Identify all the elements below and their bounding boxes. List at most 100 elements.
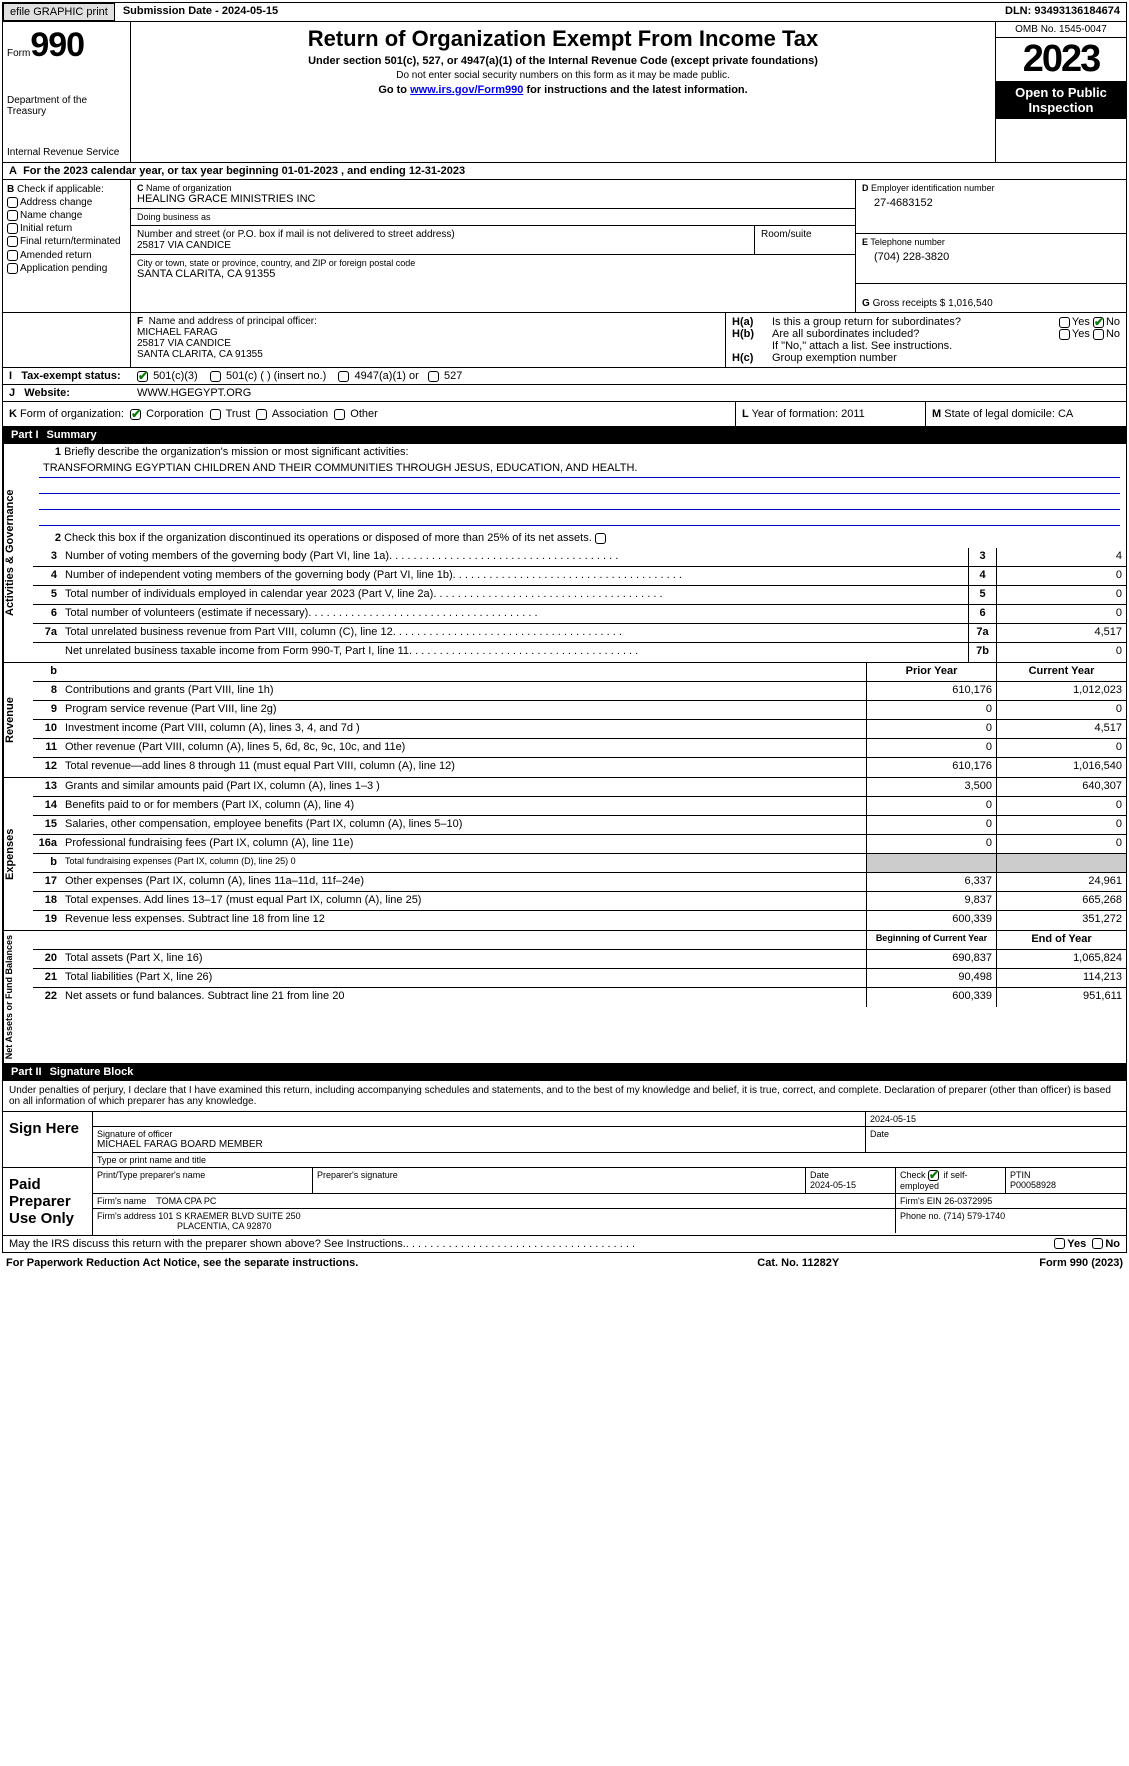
org-name-cell: C Name of organization HEALING GRACE MIN… [131, 180, 855, 209]
initial-return-checkbox[interactable] [7, 223, 18, 234]
prep-date: 2024-05-15 [810, 1180, 856, 1190]
527-checkbox[interactable] [428, 371, 439, 382]
letter-j: J [9, 387, 15, 399]
letter-d: D [862, 183, 869, 193]
letter-k: K [9, 408, 17, 420]
trust-checkbox[interactable] [210, 409, 221, 420]
name-change-checkbox[interactable] [7, 210, 18, 221]
website-label: Website: [24, 387, 70, 399]
dba-cell: Doing business as [131, 209, 855, 226]
ha-yes: Yes [1072, 316, 1090, 328]
paid-preparer-block: Paid Preparer Use Only Print/Type prepar… [3, 1167, 1126, 1235]
4947-checkbox[interactable] [338, 371, 349, 382]
rev-line-12: 12Total revenue—add lines 8 through 11 (… [33, 758, 1126, 777]
mission-text: TRANSFORMING EGYPTIAN CHILDREN AND THEIR… [39, 462, 1120, 478]
501c-checkbox[interactable] [210, 371, 221, 382]
officer-cell: F Name and address of principal officer:… [131, 313, 726, 367]
other-checkbox[interactable] [334, 409, 345, 420]
exp-line-15: 15Salaries, other compensation, employee… [33, 816, 1126, 835]
inspection-badge: Open to Public Inspection [996, 81, 1126, 119]
gov-line-7b: Net unrelated business taxable income fr… [33, 643, 1126, 662]
trust-label: Trust [226, 408, 251, 420]
application-pending-label: Application pending [20, 263, 107, 274]
subtitle-2: Do not enter social security numbers on … [135, 70, 991, 81]
h-block: H(a) Is this a group return for subordin… [726, 313, 1126, 367]
letter-i: I [9, 370, 12, 382]
final-return-label: Final return/terminated [20, 237, 121, 248]
self-employed-checkbox[interactable] [928, 1170, 939, 1181]
corporation-checkbox[interactable] [130, 409, 141, 420]
row-klm: K Form of organization: Corporation Trus… [3, 401, 1126, 426]
link-pre: Go to [378, 84, 410, 96]
dba-label: Doing business as [137, 212, 849, 222]
exp-line-b: bTotal fundraising expenses (Part IX, co… [33, 854, 1126, 873]
domicile-value: CA [1058, 408, 1073, 420]
f-h-row: F Name and address of principal officer:… [3, 312, 1126, 367]
part2-number: Part II [11, 1066, 50, 1078]
ha-no-checkbox[interactable] [1093, 317, 1104, 328]
final-return-checkbox[interactable] [7, 236, 18, 247]
instructions-link[interactable]: www.irs.gov/Form990 [410, 84, 523, 96]
part-2-header: Part II Signature Block [3, 1063, 1126, 1080]
row-a-tax-year: A For the 2023 calendar year, or tax yea… [3, 162, 1126, 179]
signature-officer-label: Signature of officer [97, 1129, 172, 1139]
dln: DLN: 93493136184674 [999, 3, 1126, 21]
discuss-no-checkbox[interactable] [1092, 1238, 1103, 1249]
501c3-label: 501(c)(3) [153, 370, 198, 382]
exp-line-16a: 16aProfessional fundraising fees (Part I… [33, 835, 1126, 854]
officer-signature: MICHAEL FARAG BOARD MEMBER [97, 1139, 263, 1150]
letter-c: C [137, 183, 144, 193]
tax-year-text: For the 2023 calendar year, or tax year … [23, 165, 465, 177]
application-pending-checkbox[interactable] [7, 263, 18, 274]
tax-status-label: Tax-exempt status: [21, 370, 120, 382]
summary-net-assets: Net Assets or Fund Balances Beginning of… [3, 930, 1126, 1063]
firm-addr-label: Firm's address [97, 1211, 156, 1221]
hb-yes-checkbox[interactable] [1059, 329, 1070, 340]
efile-print-button[interactable]: efile GRAPHIC print [3, 3, 115, 21]
phone-cell: E Telephone number (704) 228-3820 [856, 234, 1126, 284]
discuss-yes-checkbox[interactable] [1054, 1238, 1065, 1249]
link-post: for instructions and the latest informat… [523, 84, 747, 96]
ha-yes-checkbox[interactable] [1059, 317, 1070, 328]
hb-text: Are all subordinates included? [772, 328, 1059, 340]
sidebar-net: Net Assets or Fund Balances [3, 931, 33, 1063]
association-checkbox[interactable] [256, 409, 267, 420]
room-label: Room/suite [761, 229, 849, 240]
summary-revenue: Revenue b Prior Year Current Year 8Contr… [3, 662, 1126, 777]
city-value: SANTA CLARITA, CA 91355 [137, 268, 849, 280]
row-j-website: J Website: WWW.HGEGYPT.ORG [3, 384, 1126, 401]
gov-line-4: 4Number of independent voting members of… [33, 567, 1126, 586]
row-i-tax-status: I Tax-exempt status: 501(c)(3) 501(c) ( … [3, 367, 1126, 384]
officer-city: SANTA CLARITA, CA 91355 [137, 349, 263, 360]
firm-name-label: Firm's name [97, 1196, 146, 1206]
domicile-label: State of legal domicile: [944, 408, 1055, 420]
exp-line-17: 17Other expenses (Part IX, column (A), l… [33, 873, 1126, 892]
part2-title: Signature Block [50, 1066, 134, 1078]
hb-no-checkbox[interactable] [1093, 329, 1104, 340]
street-label: Number and street (or P.O. box if mail i… [137, 229, 748, 240]
exp-line-19: 19Revenue less expenses. Subtract line 1… [33, 911, 1126, 930]
paperwork-notice: For Paperwork Reduction Act Notice, see … [6, 1257, 757, 1269]
name-change-label: Name change [20, 210, 82, 221]
address-change-checkbox[interactable] [7, 197, 18, 208]
letter-b-small: b [50, 665, 57, 677]
omb-number: OMB No. 1545-0047 [996, 22, 1126, 38]
sidebar-governance: Activities & Governance [3, 444, 33, 662]
date-label: Date [866, 1127, 1126, 1152]
amended-return-checkbox[interactable] [7, 250, 18, 261]
year-block: OMB No. 1545-0047 2023 Open to Public In… [996, 22, 1126, 162]
sidebar-expenses: Expenses [3, 778, 33, 930]
line2-checkbox[interactable] [595, 533, 606, 544]
rev-line-9: 9Program service revenue (Part VIII, lin… [33, 701, 1126, 720]
corporation-label: Corporation [146, 408, 203, 420]
ein-label: Employer identification number [871, 183, 995, 193]
instructions-link-line: Go to www.irs.gov/Form990 for instructio… [135, 84, 991, 96]
gross-receipts-cell: G Gross receipts $ 1,016,540 [856, 284, 1126, 312]
boy-hdr: Beginning of Current Year [866, 931, 996, 949]
year-formation-label: Year of formation: [752, 408, 838, 420]
501c3-checkbox[interactable] [137, 371, 148, 382]
col-d-g: D Employer identification number 27-4683… [856, 180, 1126, 312]
officer-label: Name and address of principal officer: [149, 316, 317, 327]
gov-line-3: 3Number of voting members of the governi… [33, 548, 1126, 567]
part1-number: Part I [11, 429, 47, 441]
